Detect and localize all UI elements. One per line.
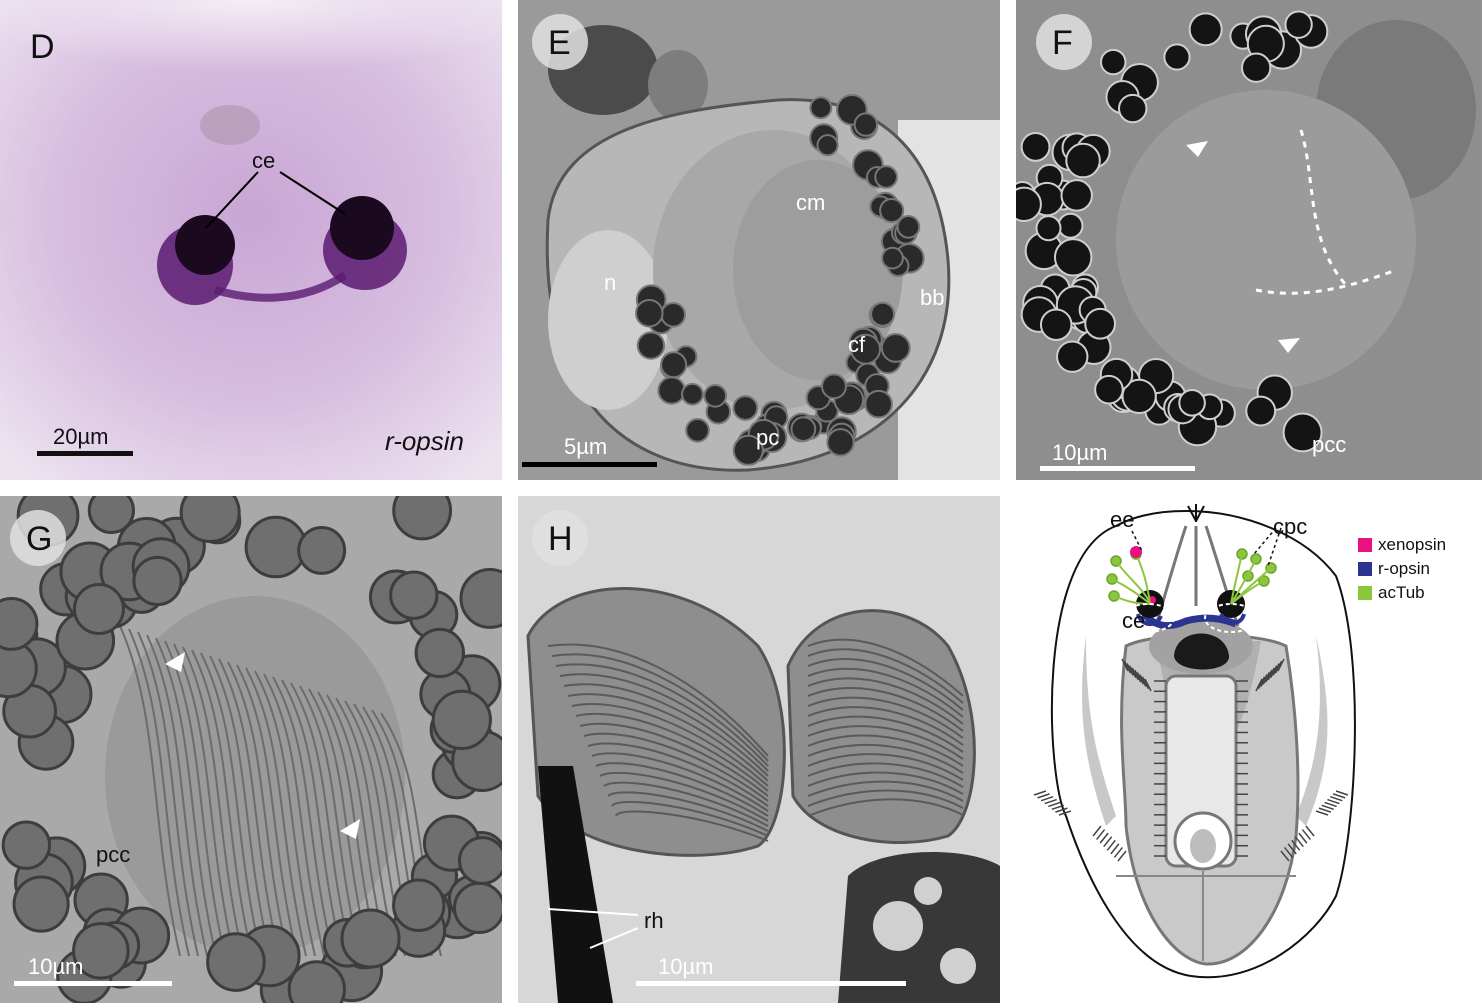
legend-label: xenopsin [1378, 535, 1447, 554]
legend-item-actub: acTub [1358, 583, 1425, 603]
panel-g: G pcc 10µm [0, 496, 502, 1003]
panel-letter: H [548, 520, 573, 558]
label-bb: bb [920, 285, 945, 310]
panel-g-image [0, 496, 502, 1003]
label-cf: cf [848, 332, 866, 357]
scale-label: 5µm [564, 434, 608, 459]
legend-label: acTub [1378, 583, 1425, 602]
label-cm: cm [796, 190, 826, 215]
scale-label: 20µm [53, 424, 109, 449]
legend-swatch [1358, 586, 1372, 600]
panel-letter: F [1052, 24, 1073, 62]
label-rh: rh [644, 908, 664, 933]
scale-bar [37, 451, 133, 456]
label-ce: ce [1122, 608, 1146, 633]
panel-diagram: ee cpc ce xenopsin r-opsin acTub [1016, 496, 1482, 1003]
label-pc: pc [756, 425, 780, 450]
scale-label: 10µm [658, 954, 714, 979]
panel-f-image [1016, 0, 1482, 480]
panel-e: E cm n bb cf pc 5µm [518, 0, 1000, 480]
legend-item-xenopsin: xenopsin [1358, 535, 1446, 555]
label-pcc: pcc [96, 842, 131, 867]
panel-letter: D [30, 28, 55, 66]
panel-h: H rh 10µm [518, 496, 1000, 1003]
panel-letter-badge [10, 510, 66, 566]
label-cpc: cpc [1273, 514, 1308, 539]
label-ce: ce [252, 148, 276, 173]
panel-letter-badge [532, 510, 588, 566]
scale-bar [522, 462, 657, 467]
gene-label: r-opsin [385, 426, 465, 456]
legend-label: r-opsin [1378, 559, 1430, 578]
label-n: n [604, 270, 617, 295]
panel-d-image [0, 0, 502, 480]
panel-letter-badge [1036, 14, 1092, 70]
scale-label: 10µm [1052, 440, 1108, 465]
panel-e-image [518, 0, 1000, 480]
scale-bar [14, 981, 172, 986]
panel-letter-badge [532, 14, 588, 70]
scale-bar [1040, 466, 1195, 471]
legend-item-r-opsin: r-opsin [1358, 559, 1430, 579]
legend-swatch [1358, 562, 1372, 576]
label-ee: ee [1110, 507, 1135, 532]
legend-swatch [1358, 538, 1372, 552]
panel-d: D ce 20µm r-opsin [0, 0, 502, 480]
panel-letter: E [548, 24, 571, 62]
panel-letter: G [26, 520, 53, 558]
scale-bar [636, 981, 906, 986]
panel-h-image [518, 496, 1000, 1003]
panel-f: F pcc 10µm [1016, 0, 1482, 480]
larva-diagram [1033, 504, 1356, 979]
scale-label: 10µm [28, 954, 84, 979]
label-pcc: pcc [1312, 432, 1347, 457]
